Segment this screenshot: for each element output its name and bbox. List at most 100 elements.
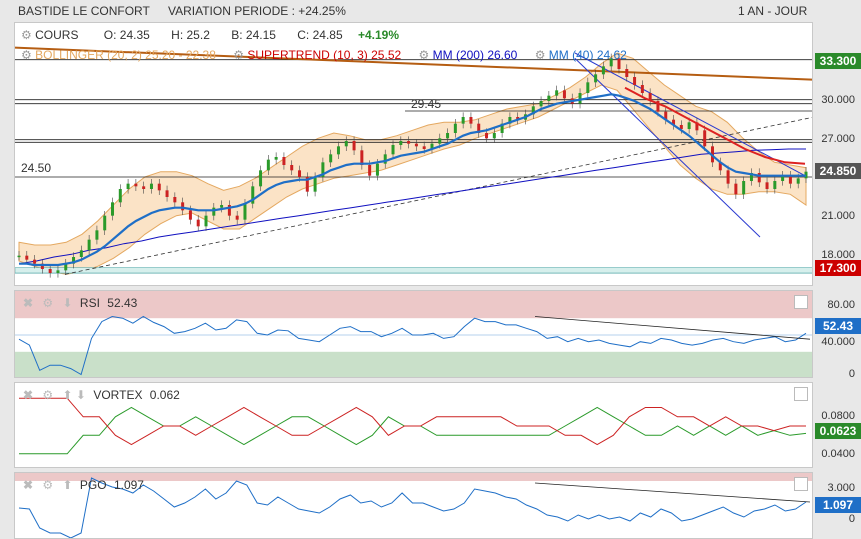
candle-body <box>40 263 44 269</box>
legend-high: H: 25.2 <box>171 28 210 42</box>
legend-close: C: 24.85 <box>297 28 343 42</box>
price-panel[interactable]: ⚙ COURS O: 24.35 H: 25.2 B: 24.15 C: 24.… <box>14 22 813 286</box>
vortex-panel[interactable]: ✖ ⚙ ⬆ ⬇ VORTEX 0.062 <box>14 382 813 468</box>
channel-line <box>574 52 806 177</box>
rsi-tick: 0 <box>848 368 855 380</box>
pgo-checkbox[interactable] <box>794 477 808 491</box>
legend-cours-label: COURS <box>35 28 79 42</box>
candle-body <box>742 181 746 195</box>
candle-body <box>788 175 792 184</box>
level-label-2450: 24.50 <box>21 161 52 175</box>
arrow-up-icon[interactable]: ⬆ <box>62 388 73 402</box>
arrow-up-icon[interactable]: ⬆ <box>62 478 73 492</box>
candle-body <box>796 178 800 184</box>
candle-body <box>516 117 520 120</box>
candle-body <box>95 230 99 240</box>
vortex-tick: 0.0400 <box>821 448 855 460</box>
candle-body <box>243 203 247 220</box>
candle-body <box>508 117 512 124</box>
candle-body <box>749 173 753 181</box>
legend-indicators: ⚙ BOLLINGER (20, 2) 25.20 - 22.38 ⚙ SUPE… <box>21 48 627 62</box>
top-bar: BASTIDE LE CONFORT VARIATION PERIODE : +… <box>0 0 861 22</box>
legend-change: +4.19% <box>357 28 400 42</box>
rsi-chart <box>15 291 812 377</box>
pgo-tick: 3.000 <box>827 482 855 494</box>
vortex-tag: 0.0623 <box>815 423 861 439</box>
candle-body <box>157 183 161 191</box>
mm200-line <box>18 148 806 265</box>
candle-body <box>492 133 496 139</box>
vortex-chart <box>19 397 807 455</box>
candle-body <box>391 145 395 155</box>
arrow-down-icon[interactable]: ⬇ <box>75 388 86 402</box>
legend-low: B: 24.15 <box>231 28 276 42</box>
legend-mm40-label: MM (40) <box>548 48 594 62</box>
candle-body <box>87 239 91 251</box>
supertrend-line <box>624 86 806 165</box>
vortex-checkbox[interactable] <box>794 387 808 401</box>
candle-body <box>266 159 270 171</box>
legend-supertrend: SUPERTREND (10, 3) 25.52 <box>247 48 402 62</box>
candle-body <box>220 205 224 208</box>
candle-body <box>173 197 177 203</box>
candle-body <box>79 250 83 257</box>
candle-body <box>149 183 153 189</box>
candle-body <box>383 154 387 164</box>
candle-body <box>212 207 216 216</box>
candle-body <box>485 133 489 139</box>
vortex-plus-line <box>19 406 807 455</box>
price-axis[interactable]: 33.300 30.000 27.000 24.850 21.000 18.00… <box>813 22 861 286</box>
legend-mm200-label: MM (200) <box>432 48 484 62</box>
gear-icon[interactable]: ⚙ <box>21 48 32 62</box>
candle-body <box>773 181 777 189</box>
gear-icon[interactable]: ⚙ <box>534 48 546 62</box>
rsi-panel[interactable]: ✖ ⚙ ⬇ RSI 52.43 <box>14 290 813 378</box>
rsi-tick: 40.000 <box>821 336 855 348</box>
overbought-zone <box>15 291 812 319</box>
candle-body <box>56 270 60 273</box>
candle-body <box>539 101 543 107</box>
candle-body <box>765 182 769 189</box>
candle-body <box>656 101 660 112</box>
candle-body <box>648 93 652 101</box>
rsi-axis: 80.00 52.43 40.000 0 <box>813 290 861 380</box>
arrow-down-icon[interactable]: ⬇ <box>62 296 73 310</box>
gear-icon[interactable]: ⚙ <box>42 296 54 310</box>
price-tag-top: 33.300 <box>815 53 861 69</box>
candle-body <box>461 117 465 124</box>
gear-icon[interactable]: ⚙ <box>418 48 430 62</box>
price-tag-bottom: 17.300 <box>815 260 861 276</box>
channel-line <box>574 57 761 238</box>
candle-body <box>609 58 613 67</box>
candle-body <box>399 141 403 145</box>
gear-icon[interactable]: ⚙ <box>233 48 244 62</box>
candle-body <box>695 122 699 131</box>
close-icon[interactable]: ✖ <box>23 388 34 402</box>
gear-icon[interactable]: ⚙ <box>42 478 54 492</box>
oversold-zone <box>15 351 812 377</box>
candle-body <box>469 117 473 124</box>
rsi-header: ✖ ⚙ ⬇ RSI 52.43 <box>23 296 137 310</box>
close-icon[interactable]: ✖ <box>23 478 34 492</box>
dashed-trendline <box>64 117 812 275</box>
candle-body <box>414 143 418 147</box>
candle-body <box>352 141 356 151</box>
period-selector[interactable]: 1 AN - JOUR <box>738 4 808 18</box>
pgo-panel[interactable]: ✖ ⚙ ⬆ PGO 1.097 <box>14 472 813 539</box>
candle-body <box>453 123 457 133</box>
rsi-checkbox[interactable] <box>794 295 808 309</box>
candle-body <box>718 162 722 171</box>
vortex-value: 0.062 <box>149 388 180 402</box>
candle-body <box>235 215 239 220</box>
gear-icon[interactable]: ⚙ <box>42 388 54 402</box>
level-label-2945: 29.45 <box>411 97 442 111</box>
gear-icon[interactable]: ⚙ <box>21 28 32 42</box>
candle-body <box>298 170 302 177</box>
candle-body <box>757 173 761 183</box>
pgo-overbought-zone <box>15 473 812 481</box>
candle-body <box>672 119 676 125</box>
candle-body <box>531 106 535 115</box>
rsi-divergence-line <box>534 316 811 340</box>
candle-body <box>251 186 255 204</box>
close-icon[interactable]: ✖ <box>23 296 34 310</box>
